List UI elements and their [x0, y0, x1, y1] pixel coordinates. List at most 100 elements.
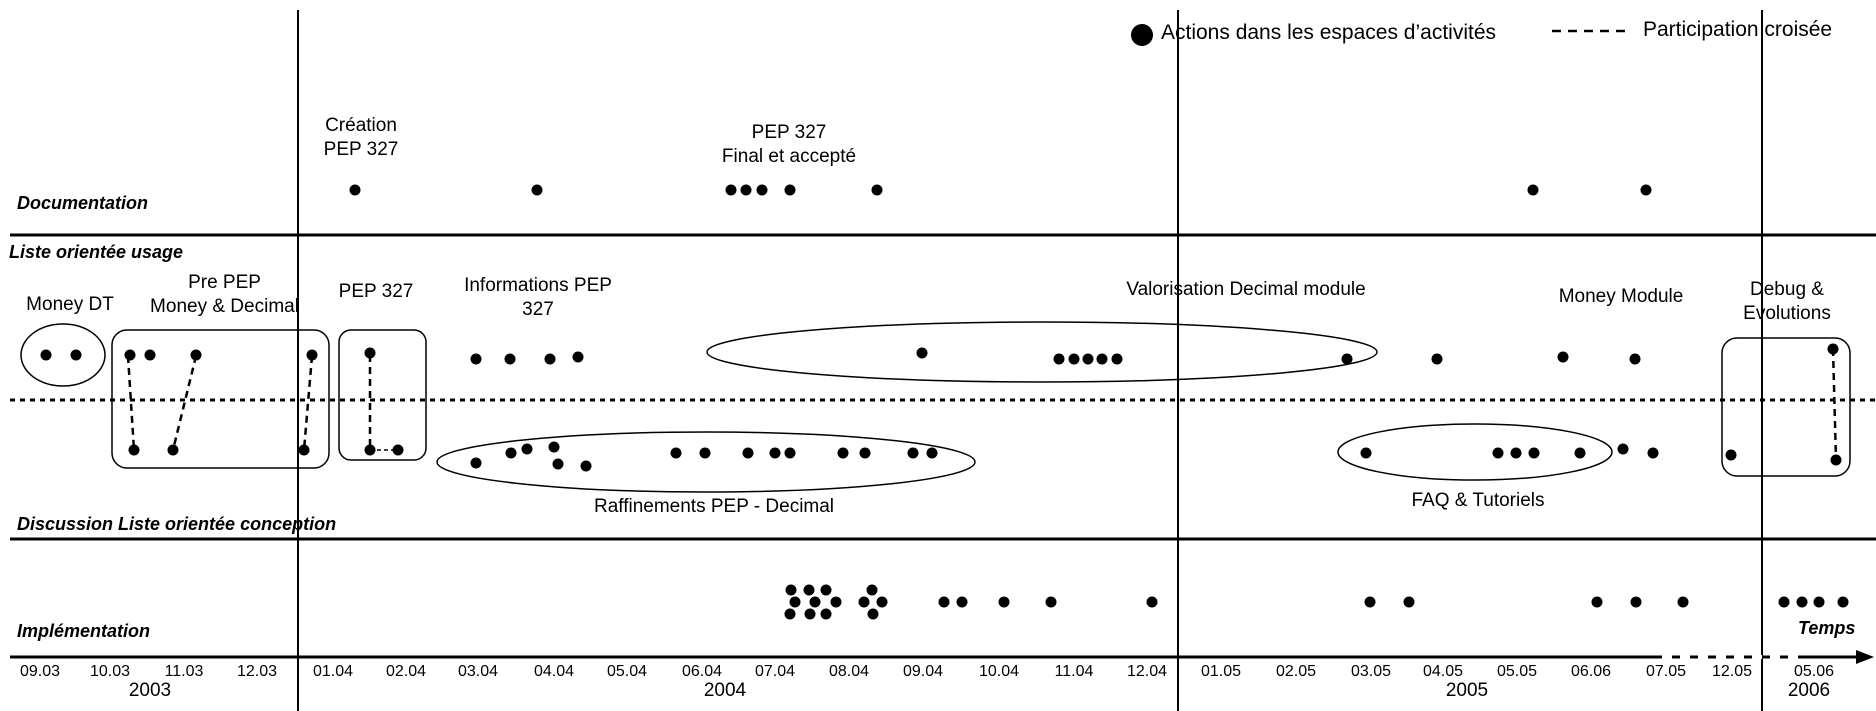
- action-dot: [1492, 447, 1504, 459]
- action-dot: [769, 447, 781, 459]
- lane-documentation: Documentation: [17, 193, 149, 213]
- action-dot: [804, 608, 816, 620]
- tick-label: 06.04: [681, 663, 723, 680]
- action-dots: [40, 184, 1849, 620]
- action-dot: [1813, 596, 1825, 608]
- action-dot: [1557, 351, 1569, 363]
- lane-implementation: Implémentation: [17, 621, 151, 641]
- faq-group: [1337, 423, 1613, 481]
- tick-label: 04.04: [533, 663, 575, 680]
- action-dot: [364, 444, 376, 456]
- action-dot: [306, 349, 318, 361]
- tick-label: 02.04: [385, 663, 427, 680]
- action-dot: [1591, 596, 1603, 608]
- tick-label: 12.03: [236, 663, 278, 680]
- action-dot: [867, 608, 879, 620]
- action-dot: [167, 444, 179, 456]
- tick-label: 11.03: [164, 663, 204, 680]
- action-dot: [1403, 596, 1415, 608]
- action-dot: [1677, 596, 1689, 608]
- action-dot: [1527, 184, 1539, 196]
- annotation-final: PEP 327 Final et accepté: [721, 122, 857, 167]
- action-dot: [572, 351, 584, 363]
- action-dot: [1629, 353, 1641, 365]
- action-dot: [803, 584, 815, 596]
- action-dot: [926, 447, 938, 459]
- action-dot: [128, 444, 140, 456]
- year-label: 2006: [1787, 680, 1831, 701]
- action-dot: [725, 184, 737, 196]
- action-dot: [1364, 596, 1376, 608]
- tick-label: 12.04: [1126, 663, 1168, 680]
- legend-dot-icon: [1131, 24, 1153, 46]
- action-dot: [470, 457, 482, 469]
- action-dot: [784, 608, 796, 620]
- action-dot: [531, 184, 543, 196]
- pep327-group: [338, 329, 427, 461]
- action-dot: [364, 347, 376, 359]
- action-dot: [837, 447, 849, 459]
- tick-label: 05.05: [1496, 663, 1538, 680]
- tick-label: 06.06: [1570, 663, 1612, 680]
- action-dot: [1045, 596, 1057, 608]
- tick-label: 12.05: [1711, 663, 1753, 680]
- tick-label: 09.03: [19, 663, 61, 680]
- action-dot: [871, 184, 883, 196]
- annotation-money-dt: Money DT: [26, 294, 114, 315]
- action-dot: [784, 184, 796, 196]
- action-dot: [1837, 596, 1849, 608]
- tick-label: 03.04: [457, 663, 499, 680]
- tick-label: 07.04: [754, 663, 796, 680]
- action-dot: [784, 447, 796, 459]
- annotation-debug: Debug & Evolutions: [1743, 279, 1831, 324]
- action-dot: [144, 349, 156, 361]
- tick-label: 10.03: [89, 663, 131, 680]
- tick-label: 08.04: [828, 663, 870, 680]
- annotation-pre-pep: Pre PEP Money & Decimal: [150, 272, 299, 317]
- action-dot: [1510, 447, 1522, 459]
- pre-pep-group: [111, 329, 330, 469]
- action-dot: [1725, 449, 1737, 461]
- action-dot: [298, 444, 310, 456]
- action-dot: [1146, 596, 1158, 608]
- crossed-link: [171, 355, 198, 451]
- action-dot: [190, 349, 202, 361]
- action-dot: [1574, 447, 1586, 459]
- action-dot: [742, 447, 754, 459]
- action-dot: [1630, 596, 1642, 608]
- action-dot: [521, 443, 533, 455]
- tick-label: 09.04: [902, 663, 944, 680]
- annotation-informations: Informations PEP 327: [464, 275, 612, 320]
- action-dot: [1640, 184, 1652, 196]
- lane-usage: Liste orientée usage: [9, 242, 184, 262]
- crossed-link: [302, 355, 314, 451]
- legend-crossed-label: Participation croisée: [1643, 18, 1833, 41]
- debug-group: [1721, 337, 1851, 477]
- action-dot: [392, 444, 404, 456]
- action-dot: [1827, 343, 1839, 355]
- axis-label: Temps: [1798, 618, 1856, 638]
- annotation-faq: FAQ & Tutoriels: [1411, 490, 1545, 511]
- action-dot: [504, 353, 516, 365]
- tick-label: 05.04: [606, 663, 648, 680]
- action-dot: [1068, 353, 1080, 365]
- tick-label: 07.05: [1645, 663, 1687, 680]
- action-dot: [756, 184, 768, 196]
- action-dot: [1830, 454, 1842, 466]
- action-dot: [1082, 353, 1094, 365]
- action-dot: [349, 184, 361, 196]
- action-dot: [1111, 353, 1123, 365]
- tick-label: 02.05: [1275, 663, 1317, 680]
- action-dot: [876, 596, 888, 608]
- action-dot: [670, 447, 682, 459]
- action-dot: [470, 353, 482, 365]
- time-axis-arrowhead: [1856, 650, 1874, 664]
- tick-label: 01.04: [312, 663, 354, 680]
- tick-label: 01.05: [1200, 663, 1242, 680]
- action-dot: [1053, 353, 1065, 365]
- action-dot: [859, 447, 871, 459]
- action-dot: [785, 584, 797, 596]
- legend-actions-label: Actions dans les espaces d’activités: [1161, 21, 1497, 44]
- action-dot: [858, 596, 870, 608]
- tick-label: 10.04: [978, 663, 1020, 680]
